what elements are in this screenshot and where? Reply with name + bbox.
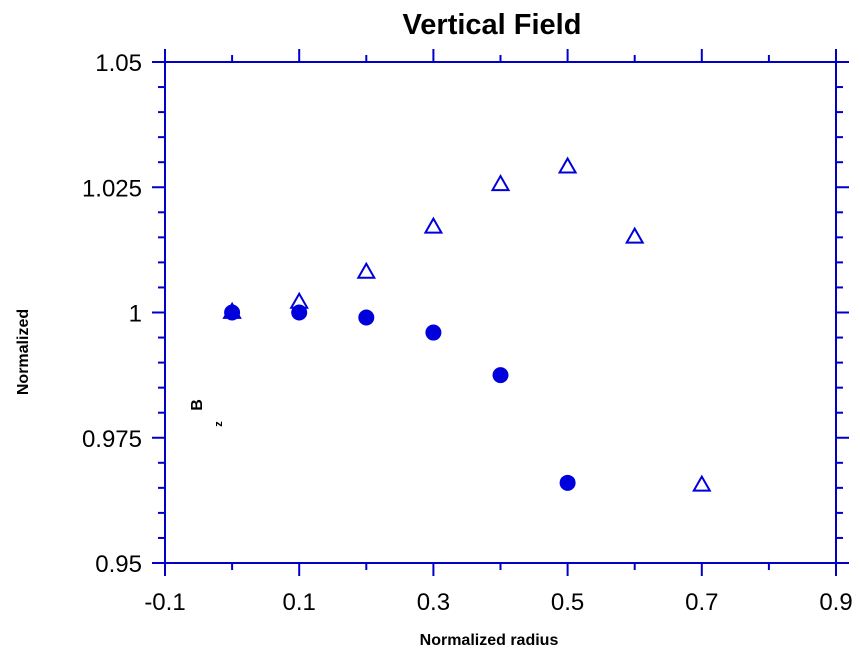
y-tick-label: 0.975 xyxy=(82,426,142,453)
y-tick-label: 1.025 xyxy=(82,175,142,202)
x-tick-label: 0.1 xyxy=(283,589,316,616)
x-axis-label: Normalized radius xyxy=(420,632,559,649)
plot-border xyxy=(164,61,837,564)
y-tick-label: 0.95 xyxy=(95,551,142,578)
x-tick-label: -0.1 xyxy=(144,589,185,616)
data-point-triangle xyxy=(423,216,444,234)
x-tick-label: 0.3 xyxy=(417,589,450,616)
data-point-triangle xyxy=(222,301,242,319)
x-tick-label: 0.7 xyxy=(685,589,718,616)
chart-title: Vertical Field xyxy=(403,9,582,41)
data-point-circle xyxy=(559,474,576,491)
y-tick-label: 1 xyxy=(129,301,142,328)
data-point-triangle xyxy=(624,226,645,244)
data-point-circle xyxy=(425,324,442,341)
data-point-triangle xyxy=(692,474,712,492)
data-point-circle xyxy=(358,309,375,326)
data-point-triangle xyxy=(490,174,511,192)
y-axis: 0.95 0.975 1 1.025 1.05 xyxy=(82,50,849,578)
series-2 xyxy=(222,156,712,492)
data-point-circle xyxy=(224,304,241,321)
bz-annotation-sub: z xyxy=(213,421,225,427)
series-1 xyxy=(224,304,576,491)
data-points xyxy=(222,156,712,492)
data-point-triangle xyxy=(557,156,578,174)
y-axis-label: Normalized xyxy=(15,309,32,395)
plot-frame xyxy=(164,61,837,564)
x-tick-label: 0.9 xyxy=(819,589,852,616)
data-point-circle xyxy=(492,367,509,384)
y-tick-label: 1.05 xyxy=(95,50,142,77)
x-axis: -0.1 0.1 0.3 0.5 0.7 0.9 xyxy=(144,49,853,616)
data-point-triangle xyxy=(289,291,309,309)
data-point-triangle xyxy=(356,261,377,279)
x-tick-label: 0.5 xyxy=(551,589,584,616)
bz-annotation-main: B xyxy=(189,399,206,411)
